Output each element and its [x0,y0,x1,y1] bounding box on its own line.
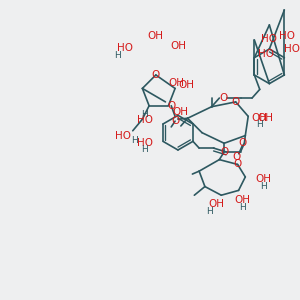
Text: H: H [256,121,263,130]
Text: OH: OH [178,80,195,90]
Text: H: H [131,136,138,145]
Text: O: O [167,101,176,111]
Text: HO: HO [261,34,278,44]
Text: O: O [232,97,240,107]
Text: OH: OH [258,113,274,123]
Text: OH: OH [208,199,224,209]
Text: OH: OH [255,174,271,184]
Text: OH: OH [148,32,164,41]
Text: HO: HO [137,138,153,148]
Text: OH: OH [234,195,250,205]
Text: OH: OH [252,113,268,123]
Text: H: H [114,51,121,60]
Text: HO: HO [117,43,133,53]
Text: HO: HO [284,44,300,54]
Text: HO: HO [115,130,131,141]
Text: O: O [171,116,179,126]
Text: O: O [220,147,228,157]
Text: OH: OH [170,41,186,51]
Text: H: H [239,203,246,212]
Text: H: H [141,145,148,154]
Text: O: O [238,138,247,148]
Text: H: H [206,207,213,216]
Text: O: O [233,159,242,170]
Text: OH: OH [173,106,189,116]
Text: O: O [219,93,227,103]
Text: HO: HO [258,49,274,59]
Text: O: O [152,70,160,80]
Text: O: O [232,152,241,162]
Text: HO: HO [137,115,153,125]
Text: OH: OH [168,78,184,88]
Text: H: H [141,110,148,119]
Text: H: H [260,182,266,191]
Text: HO: HO [279,31,295,40]
